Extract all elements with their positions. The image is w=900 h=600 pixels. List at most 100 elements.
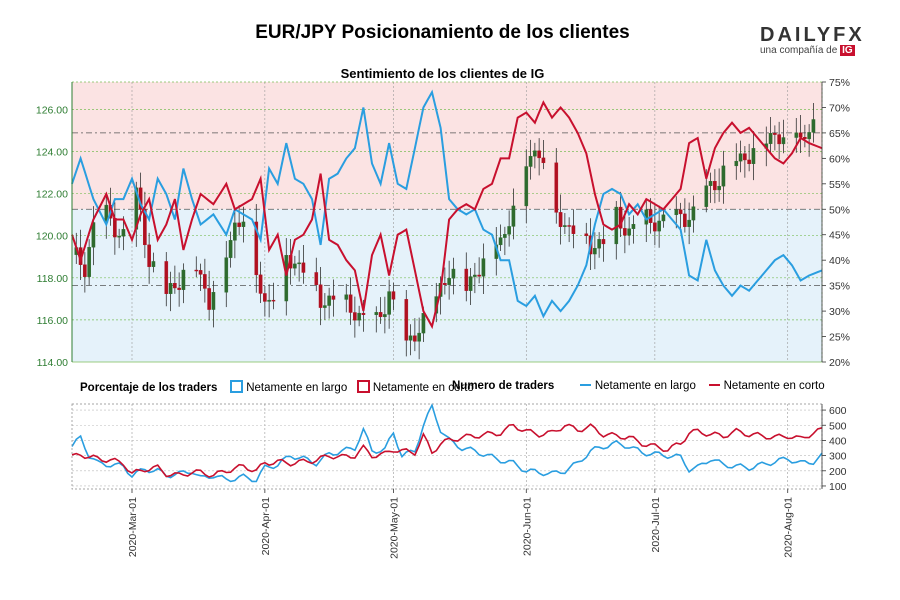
candle-body (713, 181, 717, 191)
candle-body (387, 291, 391, 315)
candle-body (301, 262, 306, 273)
logo-sub-text: una compañía de (760, 45, 838, 56)
price-tick-label: 114.00 (37, 357, 68, 369)
candle-body (773, 133, 777, 135)
candle-body (691, 206, 696, 221)
candle-body (87, 247, 91, 277)
count-long-line (71, 403, 823, 483)
candle-body (631, 224, 636, 229)
candle-body (674, 209, 679, 216)
candle-body (378, 312, 383, 318)
price-tick-label: 122.00 (36, 189, 68, 201)
candle-body (777, 134, 781, 145)
candle-body (528, 155, 533, 167)
price-tick-label: 120.00 (36, 231, 68, 243)
candle-body (117, 235, 121, 238)
candle-body (751, 148, 756, 165)
candle-body (391, 291, 396, 300)
candle-body (224, 257, 229, 293)
count-frame (71, 403, 823, 490)
candle-body (263, 293, 267, 302)
candle-body (623, 228, 627, 236)
candle-body (678, 209, 683, 215)
candle-body (657, 220, 661, 232)
price-tick-label: 118.00 (37, 273, 68, 285)
candle-body (383, 314, 387, 318)
candle-body (507, 226, 511, 235)
count-short-line (71, 423, 823, 478)
candle-body (353, 312, 357, 321)
candle-body (211, 292, 216, 310)
candle-body (361, 312, 366, 315)
candle-body (181, 269, 186, 290)
candle-body (267, 299, 271, 302)
legend-num: Numero de traders Netamente en largo Net… (452, 380, 825, 392)
pct-tick-label: 50% (829, 204, 850, 216)
candle-body (533, 150, 537, 157)
chart-title: EUR/JPY Posicionamiento de los clientes (255, 22, 630, 43)
candle-body (318, 284, 323, 308)
candle-body (443, 282, 447, 285)
candle-body (734, 160, 739, 167)
pct-tick-label: 20% (829, 357, 850, 369)
count-tick-label: 300 (829, 451, 847, 463)
legend-long-swatch (230, 380, 244, 393)
candle-body (704, 185, 709, 207)
candle-body (593, 247, 597, 255)
candle-body (747, 159, 751, 165)
candle-body (563, 225, 567, 227)
candle-body (794, 132, 799, 138)
candle-body (233, 222, 237, 241)
legend-num-title: Numero de traders (452, 380, 555, 392)
pct-tick-label: 35% (829, 281, 850, 293)
candle-body (404, 299, 409, 341)
chart-subtitle: Sentimiento de los clientes de IG (340, 66, 545, 81)
pct-long-line (71, 89, 823, 319)
legend-num-long-swatch (579, 384, 591, 386)
date-tick-label: 2020-May-01 (388, 497, 400, 559)
candle-body (258, 274, 263, 294)
candle-body (717, 185, 721, 191)
candle-body (683, 213, 687, 227)
legend-pct-title: Porcentaje de los traders (80, 382, 218, 394)
count-tick-label: 600 (829, 405, 847, 417)
candle-body (721, 165, 726, 187)
candle-body (344, 294, 349, 300)
candle-body (293, 263, 297, 269)
date-tick-label: 2020-Apr-01 (260, 497, 272, 556)
candle-body (374, 312, 379, 315)
legend-pct: Porcentaje de los traders Netamente en l… (80, 380, 474, 394)
candle-body (481, 258, 486, 277)
pct-tick-label: 30% (829, 306, 850, 318)
candle-body (571, 225, 576, 234)
candle-body (207, 288, 211, 310)
candle-body (203, 274, 207, 289)
candle-body (468, 276, 473, 291)
candle-body (618, 206, 623, 229)
candle-body (271, 299, 276, 302)
count-tick-label: 400 (829, 435, 847, 447)
count-tick-label: 200 (829, 466, 847, 478)
candle-body (323, 305, 327, 308)
logo-wordmark: DAILYFX (760, 24, 865, 46)
candle-body (554, 162, 559, 213)
pct-tick-label: 55% (829, 179, 850, 191)
dailyfx-logo: DAILYFX una compañía de IG (760, 24, 870, 64)
pct-short-line (71, 100, 823, 330)
legend-pct-long: Netamente en largo (246, 382, 348, 394)
candle-body (173, 283, 177, 289)
candle-body (498, 237, 503, 246)
pct-tick-label: 70% (829, 102, 850, 114)
ig-badge: IG (840, 45, 855, 56)
candle-body (803, 137, 807, 140)
legend-num-short: Netamente en corto (723, 380, 825, 392)
candle-body (738, 153, 743, 162)
pct-tick-label: 40% (829, 255, 850, 267)
candle-body (194, 269, 199, 272)
logo-tagline: una compañía de IG (760, 45, 870, 56)
candle-body (708, 181, 713, 186)
pct-tick-label: 75% (829, 77, 850, 89)
candle-body (237, 222, 241, 227)
candle-body (558, 212, 563, 227)
